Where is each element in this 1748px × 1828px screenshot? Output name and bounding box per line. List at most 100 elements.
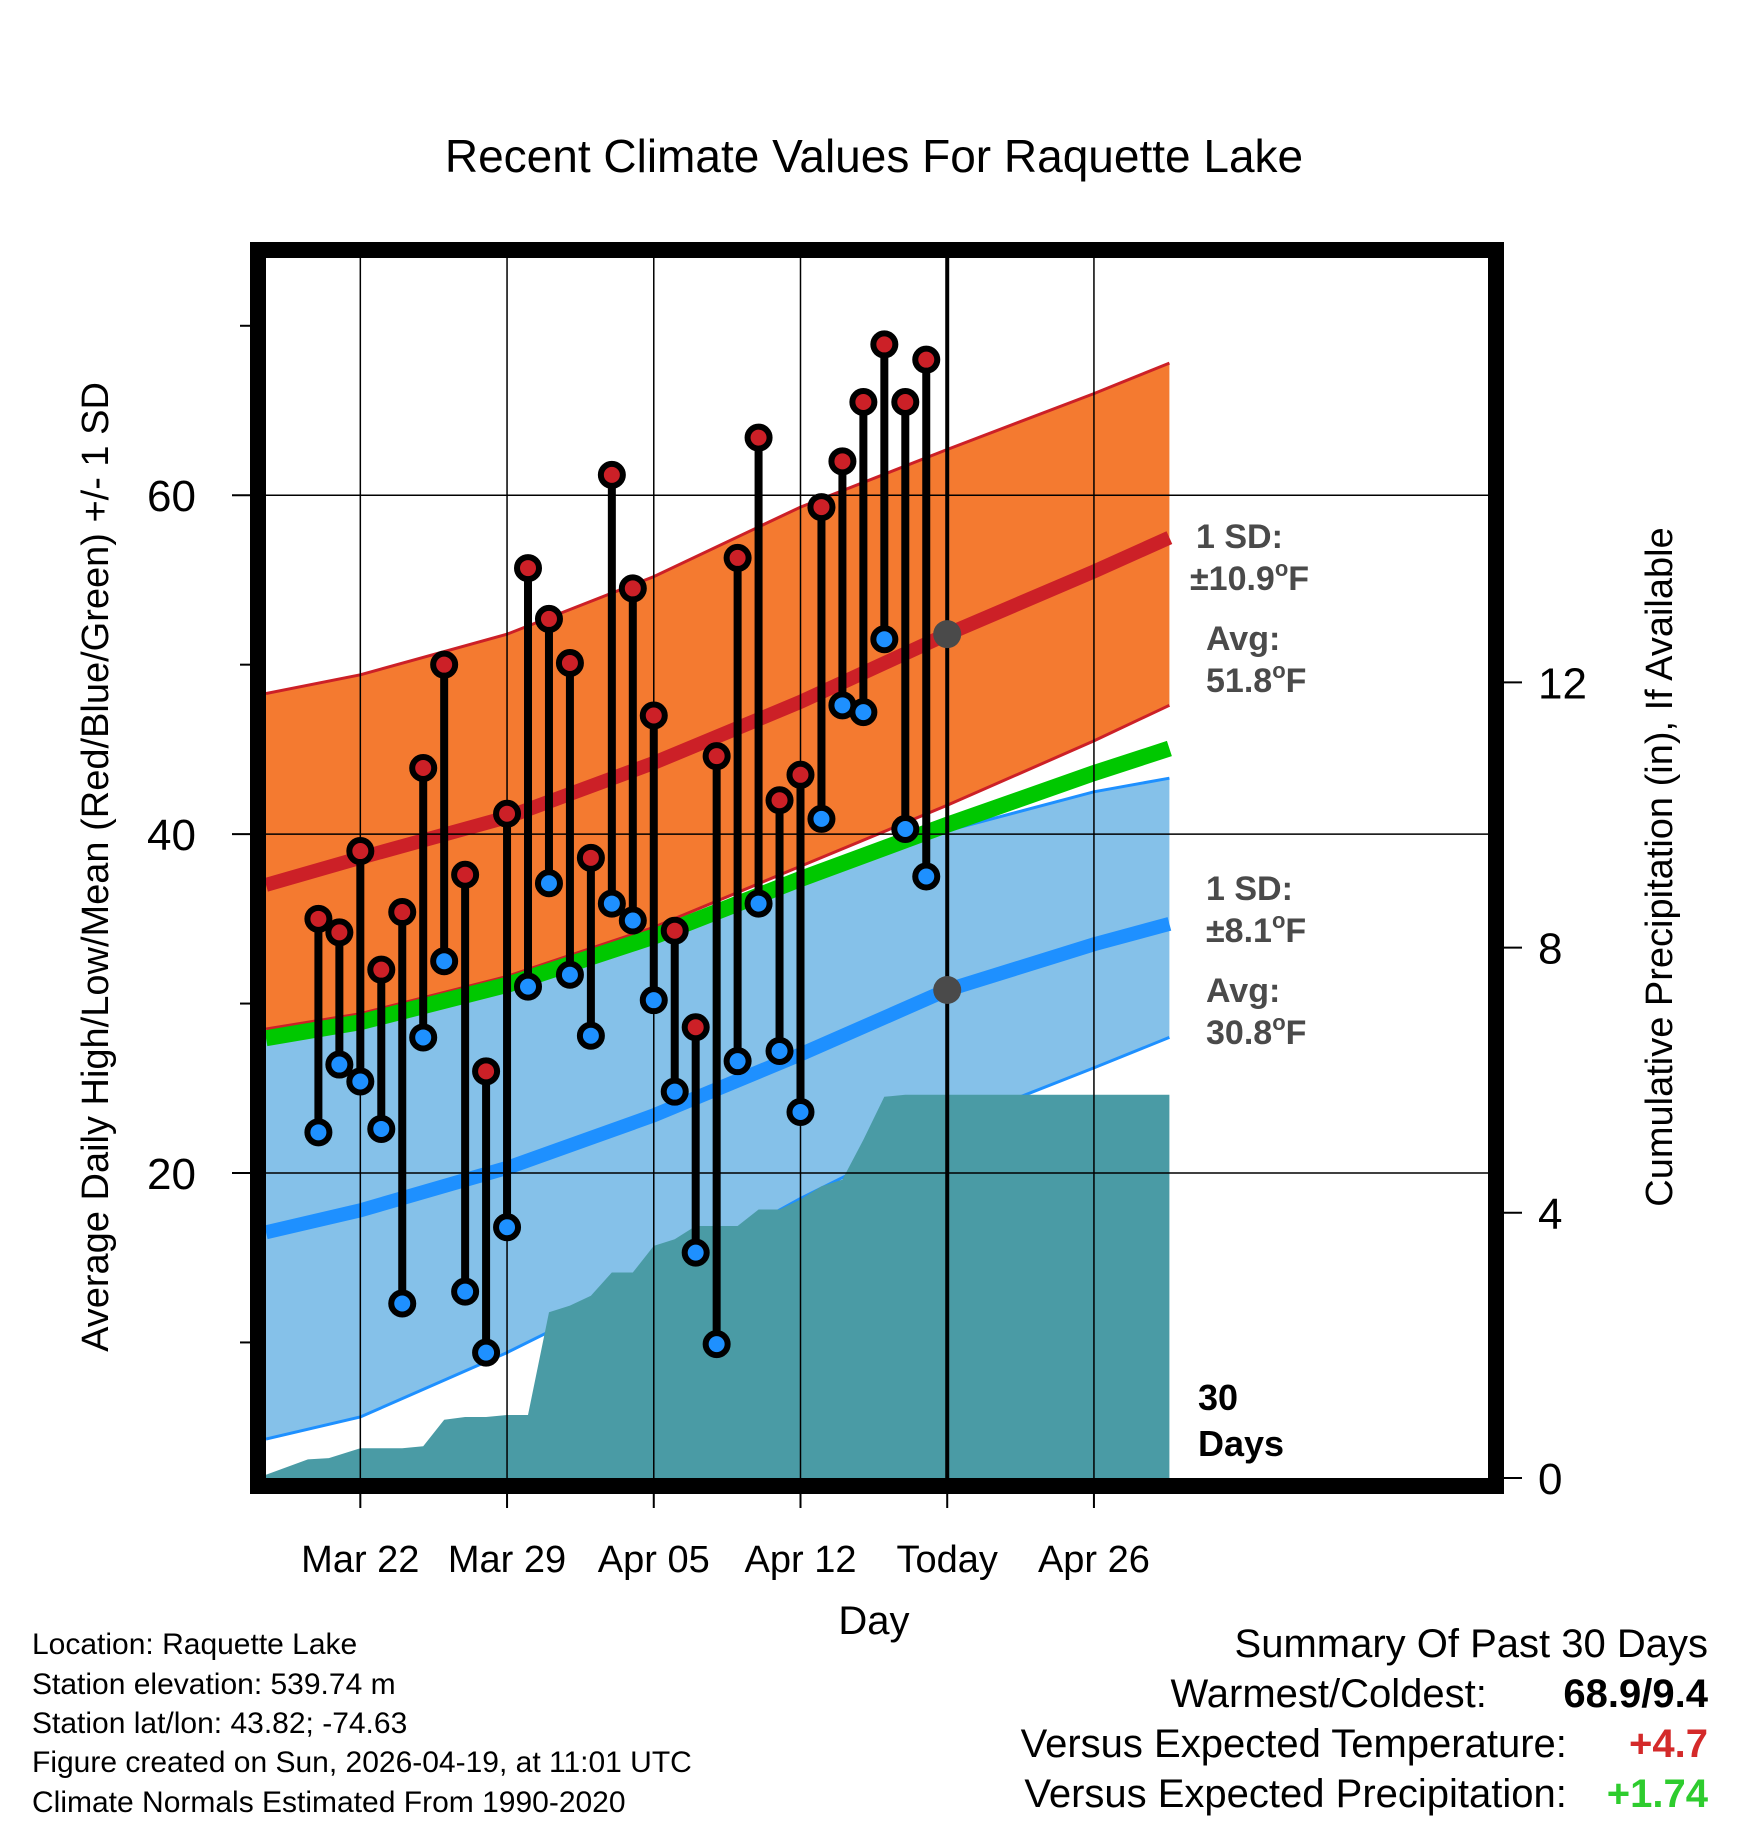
low-temp-point — [409, 1023, 438, 1052]
low-temp-point — [723, 1047, 752, 1076]
low-temp-point — [493, 1213, 522, 1242]
y2-axis-label: Cumulative Precipitation (in), If Availa… — [1639, 527, 1681, 1206]
low-temp-point — [849, 698, 878, 727]
low-temp-point — [451, 1277, 480, 1306]
y2-tick-label: 12 — [1538, 659, 1587, 708]
high-temp-point — [346, 837, 375, 866]
low-temp-point — [912, 862, 941, 891]
high-temp-point — [828, 447, 857, 476]
low-temp-point — [891, 815, 920, 844]
high-temp-point — [493, 799, 522, 828]
summary-warm-cold-row: Warmest/Coldest: 68.9/9.4 — [1171, 1672, 1709, 1717]
normals-text: Climate Normals Estimated From 1990-2020 — [32, 1786, 626, 1819]
x-tick-label: Apr 26 — [1038, 1539, 1150, 1581]
low-temp-point — [346, 1067, 375, 1096]
y2-tick-label: 0 — [1538, 1455, 1562, 1504]
x-tick-label: Apr 12 — [745, 1539, 857, 1581]
high-temp-point — [534, 604, 563, 633]
precip-value: +1.74 — [1606, 1772, 1708, 1816]
high-temp-point — [786, 760, 815, 789]
high-temp-point — [618, 574, 647, 603]
normal-low-line — [266, 917, 1172, 1240]
high-temp-point — [472, 1057, 501, 1086]
high-temp-point — [451, 860, 480, 889]
high-temp-point — [514, 554, 543, 583]
high-temp-point — [430, 650, 459, 679]
low-temp-point — [786, 1098, 815, 1126]
low-temp-point — [765, 1037, 794, 1065]
temp-label: Versus Expected Temperature: — [1020, 1722, 1567, 1766]
high-temp-point — [660, 916, 689, 945]
low-temp-point — [639, 986, 668, 1015]
location-text: Location: Raquette Lake — [32, 1628, 358, 1661]
high-temp-point — [555, 648, 584, 677]
high-temp-point — [639, 701, 668, 730]
warm-cold-value: 68.9/9.4 — [1563, 1672, 1708, 1716]
low-temp-point — [534, 869, 563, 898]
x-tick-label: Mar 22 — [301, 1539, 419, 1581]
high-temp-point — [325, 918, 354, 947]
high-sd-label: 1 SD: — [1196, 518, 1283, 556]
low-avg-value: 30.8oF — [1206, 1010, 1306, 1052]
created-text: Figure created on Sun, 2026-04-19, at 11… — [32, 1746, 692, 1779]
low-temp-point — [702, 1330, 731, 1359]
high-temp-point — [807, 493, 836, 522]
low-avg-label: Avg: — [1206, 972, 1280, 1010]
low-temp-point — [367, 1114, 396, 1143]
high-temp-point — [304, 904, 333, 933]
low-temp-point — [660, 1077, 689, 1106]
low-sd-label: 1 SD: — [1206, 870, 1293, 908]
elevation-text: Station elevation: 539.74 m — [32, 1668, 396, 1701]
y-tick-label: 60 — [147, 472, 196, 521]
low-temp-point — [514, 972, 543, 1001]
low-temp-point — [597, 889, 626, 918]
high-sd-band — [266, 363, 1170, 1030]
high-temp-point — [409, 754, 438, 783]
low-temp-point — [325, 1050, 354, 1079]
y-tick-label: 20 — [147, 1150, 196, 1199]
precip-label: Versus Expected Precipitation: — [1024, 1772, 1567, 1816]
high-temp-point — [388, 898, 417, 927]
x-axis-label: Day — [838, 1599, 909, 1643]
low-temp-point — [388, 1289, 417, 1318]
latlon-text: Station lat/lon: 43.82; -74.63 — [32, 1707, 408, 1740]
high-temp-point — [597, 460, 626, 489]
high-temp-point — [912, 345, 941, 374]
high-sd-upper-edge — [266, 361, 1170, 695]
x-tick-label: Mar 29 — [448, 1539, 566, 1581]
low-temp-point — [576, 1021, 605, 1050]
low-temp-point — [430, 947, 459, 976]
chart-title: Recent Climate Values For Raquette Lake — [445, 130, 1303, 182]
low-sd-value: ±8.1oF — [1206, 908, 1306, 950]
low-temp-point — [870, 625, 899, 654]
high-sd-value: ±10.9oF — [1190, 556, 1309, 598]
plot-frame — [250, 242, 1504, 1494]
today-low-avg-marker — [933, 976, 962, 1004]
high-temp-point — [870, 330, 899, 359]
high-avg-label: Avg: — [1206, 620, 1280, 658]
today-days-label: 30 Days — [1198, 1377, 1284, 1464]
x-tick-label: Today — [897, 1539, 998, 1581]
y2-tick-label: 8 — [1538, 925, 1562, 974]
high-temp-point — [744, 423, 773, 452]
axes: Mar 22 Mar 29 Apr 05 Apr 12 Today Apr 26 20 40 6… — [147, 324, 1587, 1581]
summary-temp-row: Versus Expected Temperature: +4.7 — [1021, 1722, 1708, 1767]
high-temp-point — [681, 1013, 710, 1042]
high-temp-point — [849, 388, 878, 417]
summary-title: Summary Of Past 30 Days — [1234, 1622, 1708, 1666]
high-temp-point — [702, 742, 731, 771]
high-temp-point — [723, 543, 752, 572]
normal-high-line — [266, 531, 1173, 892]
y-tick-label: 40 — [147, 811, 196, 860]
temp-value: +4.7 — [1629, 1722, 1708, 1766]
low-temp-point — [472, 1338, 501, 1367]
daily-range-bars — [304, 330, 962, 1367]
high-temp-point — [576, 843, 605, 872]
low-temp-point — [807, 804, 836, 833]
x-tick-label: Apr 05 — [598, 1539, 710, 1581]
high-avg-value: 51.8oF — [1206, 658, 1306, 700]
summary-precip-row: Versus Expected Precipitation: +1.74 — [1024, 1772, 1708, 1817]
warm-cold-label: Warmest/Coldest: — [1170, 1672, 1487, 1716]
